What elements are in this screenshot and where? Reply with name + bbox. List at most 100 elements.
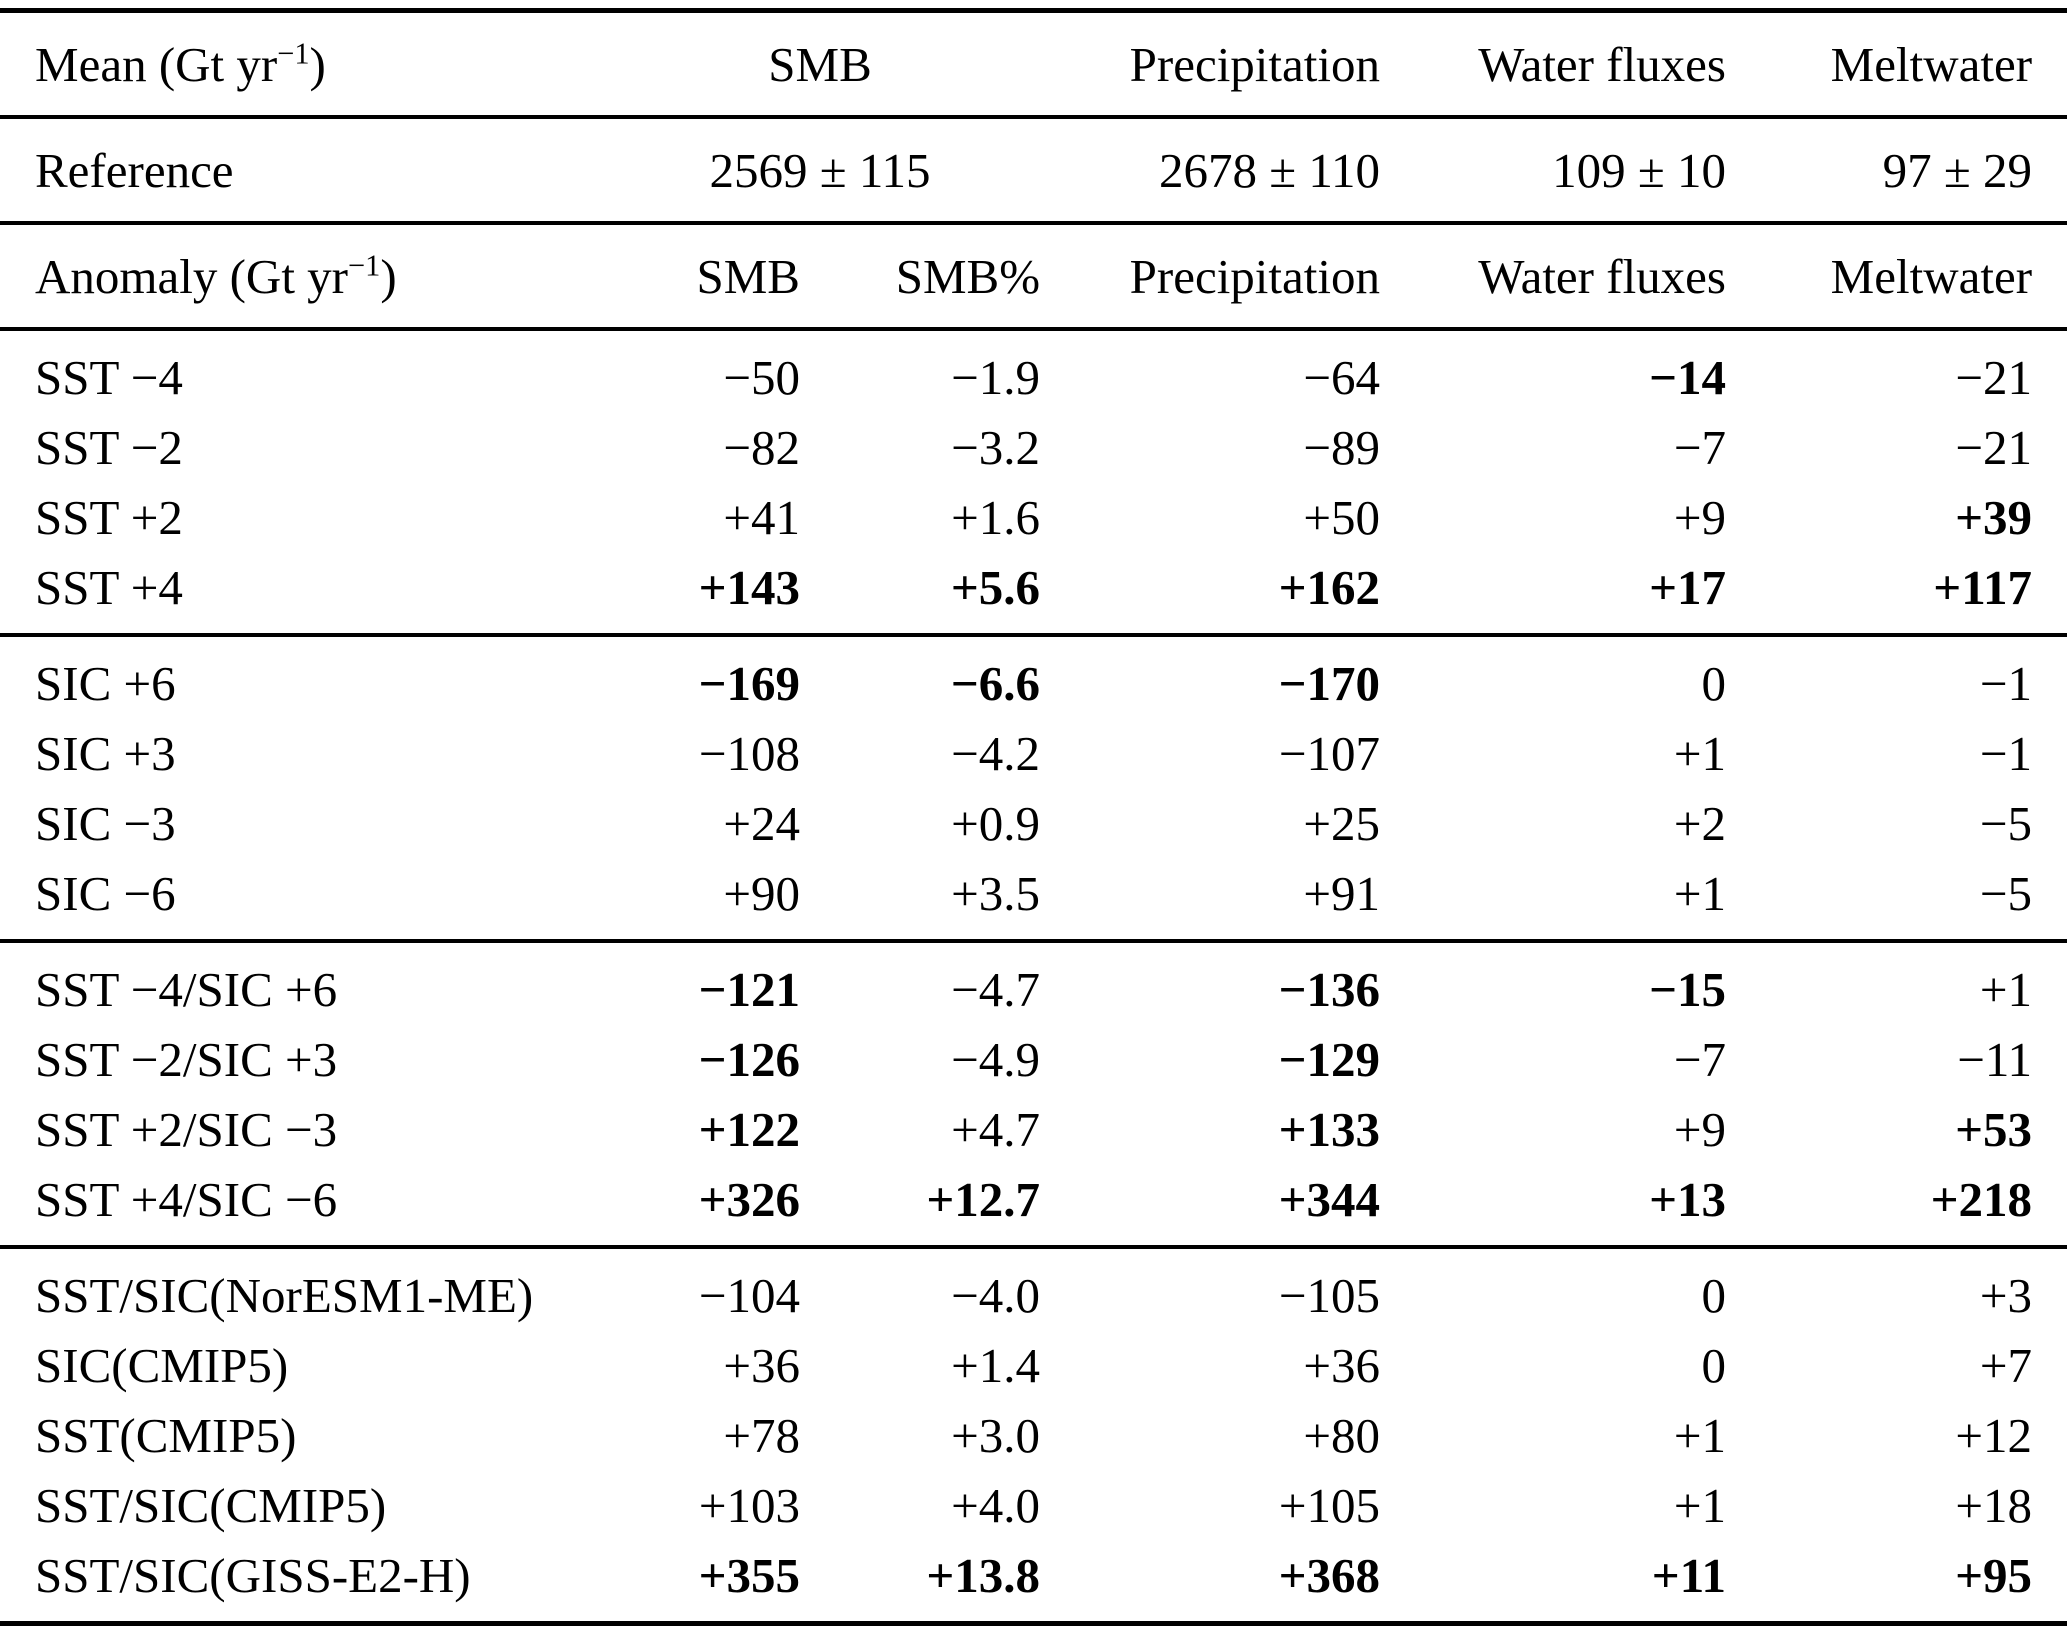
- value-cell: −104: [698, 1267, 800, 1323]
- value-cell: 0: [1701, 655, 1727, 711]
- value-cell: +162: [1278, 559, 1381, 615]
- row-label: SST −4/SIC +6: [35, 961, 338, 1017]
- value-cell: +1: [1673, 1477, 1727, 1533]
- value-cell: +1: [1979, 961, 2033, 1017]
- reference-row: Reference 2569 ± 115 2678 ± 110 109 ± 10…: [0, 117, 2067, 223]
- table-row: SST/SIC(CMIP5) +103 +4.0 +105 +1 +18: [0, 1470, 2067, 1540]
- row-label: SST +2: [35, 489, 183, 545]
- value-cell: +117: [1933, 559, 2033, 615]
- row-label: SIC −6: [35, 865, 176, 921]
- reference-group: Reference 2569 ± 115 2678 ± 110 109 ± 10…: [0, 117, 2067, 223]
- value-cell: +78: [723, 1407, 800, 1463]
- value-cell: −7: [1673, 419, 1727, 475]
- value-cell: +218: [1930, 1171, 2033, 1227]
- table-row: SIC +3 −108 −4.2 −107 +1 −1: [0, 718, 2067, 788]
- row-label: SST/SIC(CMIP5): [35, 1477, 387, 1533]
- reference-row-label: Reference: [35, 142, 234, 198]
- value-cell: +0.9: [951, 795, 1041, 851]
- value-cell: +17: [1649, 559, 1727, 615]
- value-cell: −64: [1303, 349, 1381, 405]
- value-cell: +11: [1651, 1547, 1727, 1603]
- column-header-smb-percent: SMB%: [895, 248, 1041, 304]
- row-label: SST +2/SIC −3: [35, 1101, 338, 1157]
- value-cell: +53: [1955, 1101, 2033, 1157]
- value-cell: +2: [1673, 795, 1727, 851]
- value-cell: −14: [1649, 349, 1727, 405]
- anomaly-label-close-paren: ): [380, 248, 397, 304]
- reference-smb-value: 2569 ± 115: [709, 142, 931, 198]
- anomaly-label-superscript: −1: [348, 248, 381, 283]
- value-cell: +143: [698, 559, 800, 615]
- section-sst-sic-combined-experiments: SST −4/SIC +6 −121 −4.7 −136 −15 +1 SST −2/SIC…: [0, 941, 2067, 1247]
- value-cell: −5: [1979, 795, 2033, 851]
- value-cell: −15: [1649, 961, 1727, 1017]
- section-model-experiments: SST/SIC(NorESM1-ME) −104 −4.0 −105 0 +3 SIC(CM…: [0, 1247, 2067, 1624]
- mean-label-superscript: −1: [277, 36, 310, 71]
- value-cell: +41: [723, 489, 800, 545]
- value-cell: +1: [1673, 865, 1727, 921]
- anomaly-header-label: Anomaly (Gt yr−1): [0, 223, 600, 329]
- table-row: SIC(CMIP5) +36 +1.4 +36 0 +7: [0, 1330, 2067, 1400]
- value-cell: −136: [1278, 961, 1381, 1017]
- value-cell: +103: [698, 1477, 800, 1533]
- row-label: SST/SIC(NorESM1-ME): [35, 1267, 534, 1323]
- column-header-precipitation-anomaly: Precipitation: [1129, 248, 1381, 304]
- anomaly-header-group: Anomaly (Gt yr−1) SMB SMB% Precipitation…: [0, 223, 2067, 329]
- value-cell: −4.9: [951, 1031, 1041, 1087]
- table-row: SST −2 −82 −3.2 −89 −7 −21: [0, 412, 2067, 482]
- value-cell: +3.5: [951, 865, 1041, 921]
- table-row: SIC +6 −169 −6.6 −170 0 −1: [0, 635, 2067, 718]
- column-header-meltwater: Meltwater: [1830, 36, 2033, 92]
- value-cell: +24: [723, 795, 800, 851]
- value-cell: −169: [698, 655, 800, 711]
- value-cell: +13: [1649, 1171, 1727, 1227]
- row-label: SST −4: [35, 349, 183, 405]
- row-label: SIC +6: [35, 655, 176, 711]
- mean-header-label: Mean (Gt yr−1): [0, 11, 600, 118]
- value-cell: +25: [1303, 795, 1381, 851]
- column-header-meltwater-anomaly: Meltwater: [1830, 248, 2033, 304]
- value-cell: −108: [698, 725, 800, 781]
- value-cell: −1.9: [951, 349, 1041, 405]
- anomaly-header-row: Anomaly (Gt yr−1) SMB SMB% Precipitation…: [0, 223, 2067, 329]
- row-label: SST +4/SIC −6: [35, 1171, 338, 1227]
- value-cell: +50: [1303, 489, 1381, 545]
- row-label: SIC −3: [35, 795, 176, 851]
- reference-water-fluxes-value: 109 ± 10: [1552, 142, 1727, 198]
- value-cell: −82: [723, 419, 800, 475]
- value-cell: −21: [1955, 419, 2033, 475]
- value-cell: −3.2: [951, 419, 1041, 475]
- value-cell: +105: [1278, 1477, 1381, 1533]
- value-cell: +1: [1673, 725, 1727, 781]
- row-label: SST/SIC(GISS-E2-H): [35, 1547, 471, 1603]
- value-cell: +326: [698, 1171, 800, 1227]
- value-cell: −11: [1957, 1031, 2033, 1087]
- reference-meltwater-value: 97 ± 29: [1882, 142, 2033, 198]
- table-row: SIC −6 +90 +3.5 +91 +1 −5: [0, 858, 2067, 941]
- mean-label-close-paren: ): [309, 36, 326, 92]
- value-cell: +355: [698, 1547, 800, 1603]
- table-row: SST −4 −50 −1.9 −64 −14 −21: [0, 329, 2067, 412]
- row-label: SST −2/SIC +3: [35, 1031, 338, 1087]
- value-cell: −4.2: [951, 725, 1041, 781]
- mean-header-row: Mean (Gt yr−1) SMB Precipitation Water f…: [0, 11, 2067, 118]
- row-label: SST −2: [35, 419, 183, 475]
- anomaly-label-text: Anomaly (Gt yr: [35, 248, 348, 304]
- value-cell: −170: [1278, 655, 1381, 711]
- value-cell: +12: [1955, 1407, 2033, 1463]
- value-cell: −1: [1979, 655, 2033, 711]
- value-cell: −4.0: [951, 1267, 1041, 1323]
- table-row: SST −2/SIC +3 −126 −4.9 −129 −7 −11: [0, 1024, 2067, 1094]
- value-cell: −50: [723, 349, 800, 405]
- row-label: SST +4: [35, 559, 183, 615]
- column-header-smb: SMB: [768, 36, 872, 92]
- value-cell: 0: [1701, 1337, 1727, 1393]
- section-sic-experiments: SIC +6 −169 −6.6 −170 0 −1 SIC +3 −108 −4.2 −107 +…: [0, 635, 2067, 941]
- column-header-smb-anomaly: SMB: [696, 248, 800, 304]
- value-cell: −4.7: [951, 961, 1041, 1017]
- value-cell: −21: [1955, 349, 2033, 405]
- value-cell: +3: [1979, 1267, 2033, 1323]
- value-cell: +122: [698, 1101, 800, 1157]
- value-cell: +12.7: [926, 1171, 1041, 1227]
- value-cell: −6.6: [950, 655, 1041, 711]
